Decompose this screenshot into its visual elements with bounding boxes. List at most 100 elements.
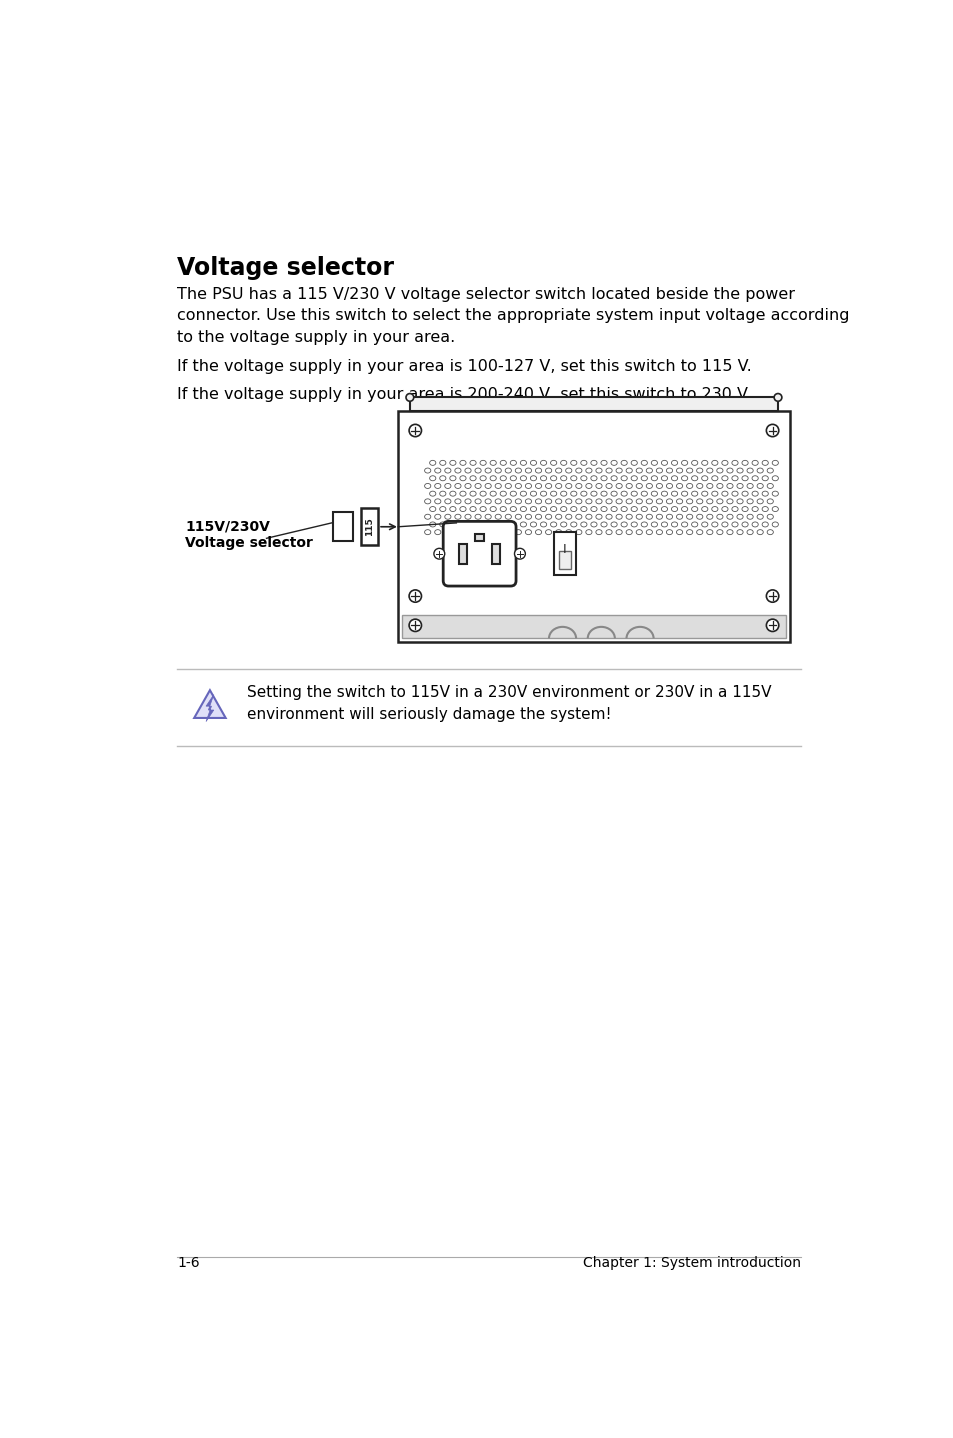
Ellipse shape <box>676 515 682 519</box>
Ellipse shape <box>530 476 536 480</box>
Ellipse shape <box>575 515 581 519</box>
Ellipse shape <box>525 499 531 503</box>
Ellipse shape <box>736 515 742 519</box>
Ellipse shape <box>686 483 692 489</box>
Ellipse shape <box>560 506 566 512</box>
Ellipse shape <box>444 483 451 489</box>
Ellipse shape <box>771 522 778 526</box>
Ellipse shape <box>731 506 738 512</box>
Ellipse shape <box>519 460 526 466</box>
Ellipse shape <box>741 492 747 496</box>
Ellipse shape <box>757 529 762 535</box>
Ellipse shape <box>636 467 641 473</box>
Ellipse shape <box>751 492 758 496</box>
Ellipse shape <box>475 483 480 489</box>
Ellipse shape <box>530 522 536 526</box>
Ellipse shape <box>771 506 778 512</box>
Ellipse shape <box>449 460 456 466</box>
Ellipse shape <box>731 522 738 526</box>
Ellipse shape <box>525 467 531 473</box>
Circle shape <box>409 590 421 603</box>
Ellipse shape <box>666 499 672 503</box>
Bar <box>333 512 353 541</box>
Ellipse shape <box>510 506 516 512</box>
Ellipse shape <box>721 476 727 480</box>
Ellipse shape <box>459 460 466 466</box>
Ellipse shape <box>540 476 546 480</box>
Circle shape <box>773 394 781 401</box>
Ellipse shape <box>479 522 486 526</box>
Ellipse shape <box>757 467 762 473</box>
Bar <box>558 551 571 569</box>
Ellipse shape <box>676 499 682 503</box>
Ellipse shape <box>721 460 727 466</box>
Ellipse shape <box>640 522 647 526</box>
Ellipse shape <box>711 506 718 512</box>
Ellipse shape <box>616 499 621 503</box>
Ellipse shape <box>751 522 758 526</box>
Ellipse shape <box>435 529 440 535</box>
Ellipse shape <box>716 515 722 519</box>
Ellipse shape <box>490 460 496 466</box>
Ellipse shape <box>660 460 667 466</box>
Ellipse shape <box>575 483 581 489</box>
Ellipse shape <box>580 522 586 526</box>
Ellipse shape <box>605 483 612 489</box>
Bar <box>475 533 484 541</box>
Ellipse shape <box>475 467 480 473</box>
Ellipse shape <box>741 476 747 480</box>
Ellipse shape <box>640 492 647 496</box>
Ellipse shape <box>510 492 516 496</box>
Ellipse shape <box>651 492 657 496</box>
Ellipse shape <box>706 467 712 473</box>
Ellipse shape <box>696 499 702 503</box>
Ellipse shape <box>535 483 541 489</box>
Ellipse shape <box>565 499 571 503</box>
Ellipse shape <box>625 483 632 489</box>
Ellipse shape <box>484 515 491 519</box>
Ellipse shape <box>585 499 592 503</box>
Ellipse shape <box>605 529 612 535</box>
Ellipse shape <box>515 499 521 503</box>
Ellipse shape <box>585 515 592 519</box>
Ellipse shape <box>680 506 687 512</box>
Ellipse shape <box>499 522 506 526</box>
Ellipse shape <box>761 492 767 496</box>
Ellipse shape <box>761 476 767 480</box>
Ellipse shape <box>590 492 597 496</box>
Ellipse shape <box>746 483 753 489</box>
Ellipse shape <box>545 467 551 473</box>
Ellipse shape <box>645 483 652 489</box>
Ellipse shape <box>560 460 566 466</box>
Ellipse shape <box>700 522 707 526</box>
Ellipse shape <box>686 529 692 535</box>
Ellipse shape <box>716 483 722 489</box>
Ellipse shape <box>721 506 727 512</box>
Ellipse shape <box>435 467 440 473</box>
Ellipse shape <box>610 522 617 526</box>
Bar <box>459 545 467 565</box>
Ellipse shape <box>751 460 758 466</box>
Ellipse shape <box>525 515 531 519</box>
Ellipse shape <box>499 476 506 480</box>
Ellipse shape <box>495 483 500 489</box>
Ellipse shape <box>439 492 445 496</box>
Ellipse shape <box>716 467 722 473</box>
Ellipse shape <box>731 476 738 480</box>
Ellipse shape <box>625 499 632 503</box>
Ellipse shape <box>651 460 657 466</box>
Ellipse shape <box>515 515 521 519</box>
Ellipse shape <box>625 467 632 473</box>
Text: Voltage selector: Voltage selector <box>177 256 394 280</box>
Ellipse shape <box>435 515 440 519</box>
Ellipse shape <box>444 529 451 535</box>
Ellipse shape <box>459 522 466 526</box>
Circle shape <box>434 548 444 559</box>
Ellipse shape <box>585 529 592 535</box>
Ellipse shape <box>721 522 727 526</box>
Ellipse shape <box>741 506 747 512</box>
Ellipse shape <box>505 515 511 519</box>
Ellipse shape <box>555 529 561 535</box>
Ellipse shape <box>640 460 647 466</box>
Ellipse shape <box>741 460 747 466</box>
